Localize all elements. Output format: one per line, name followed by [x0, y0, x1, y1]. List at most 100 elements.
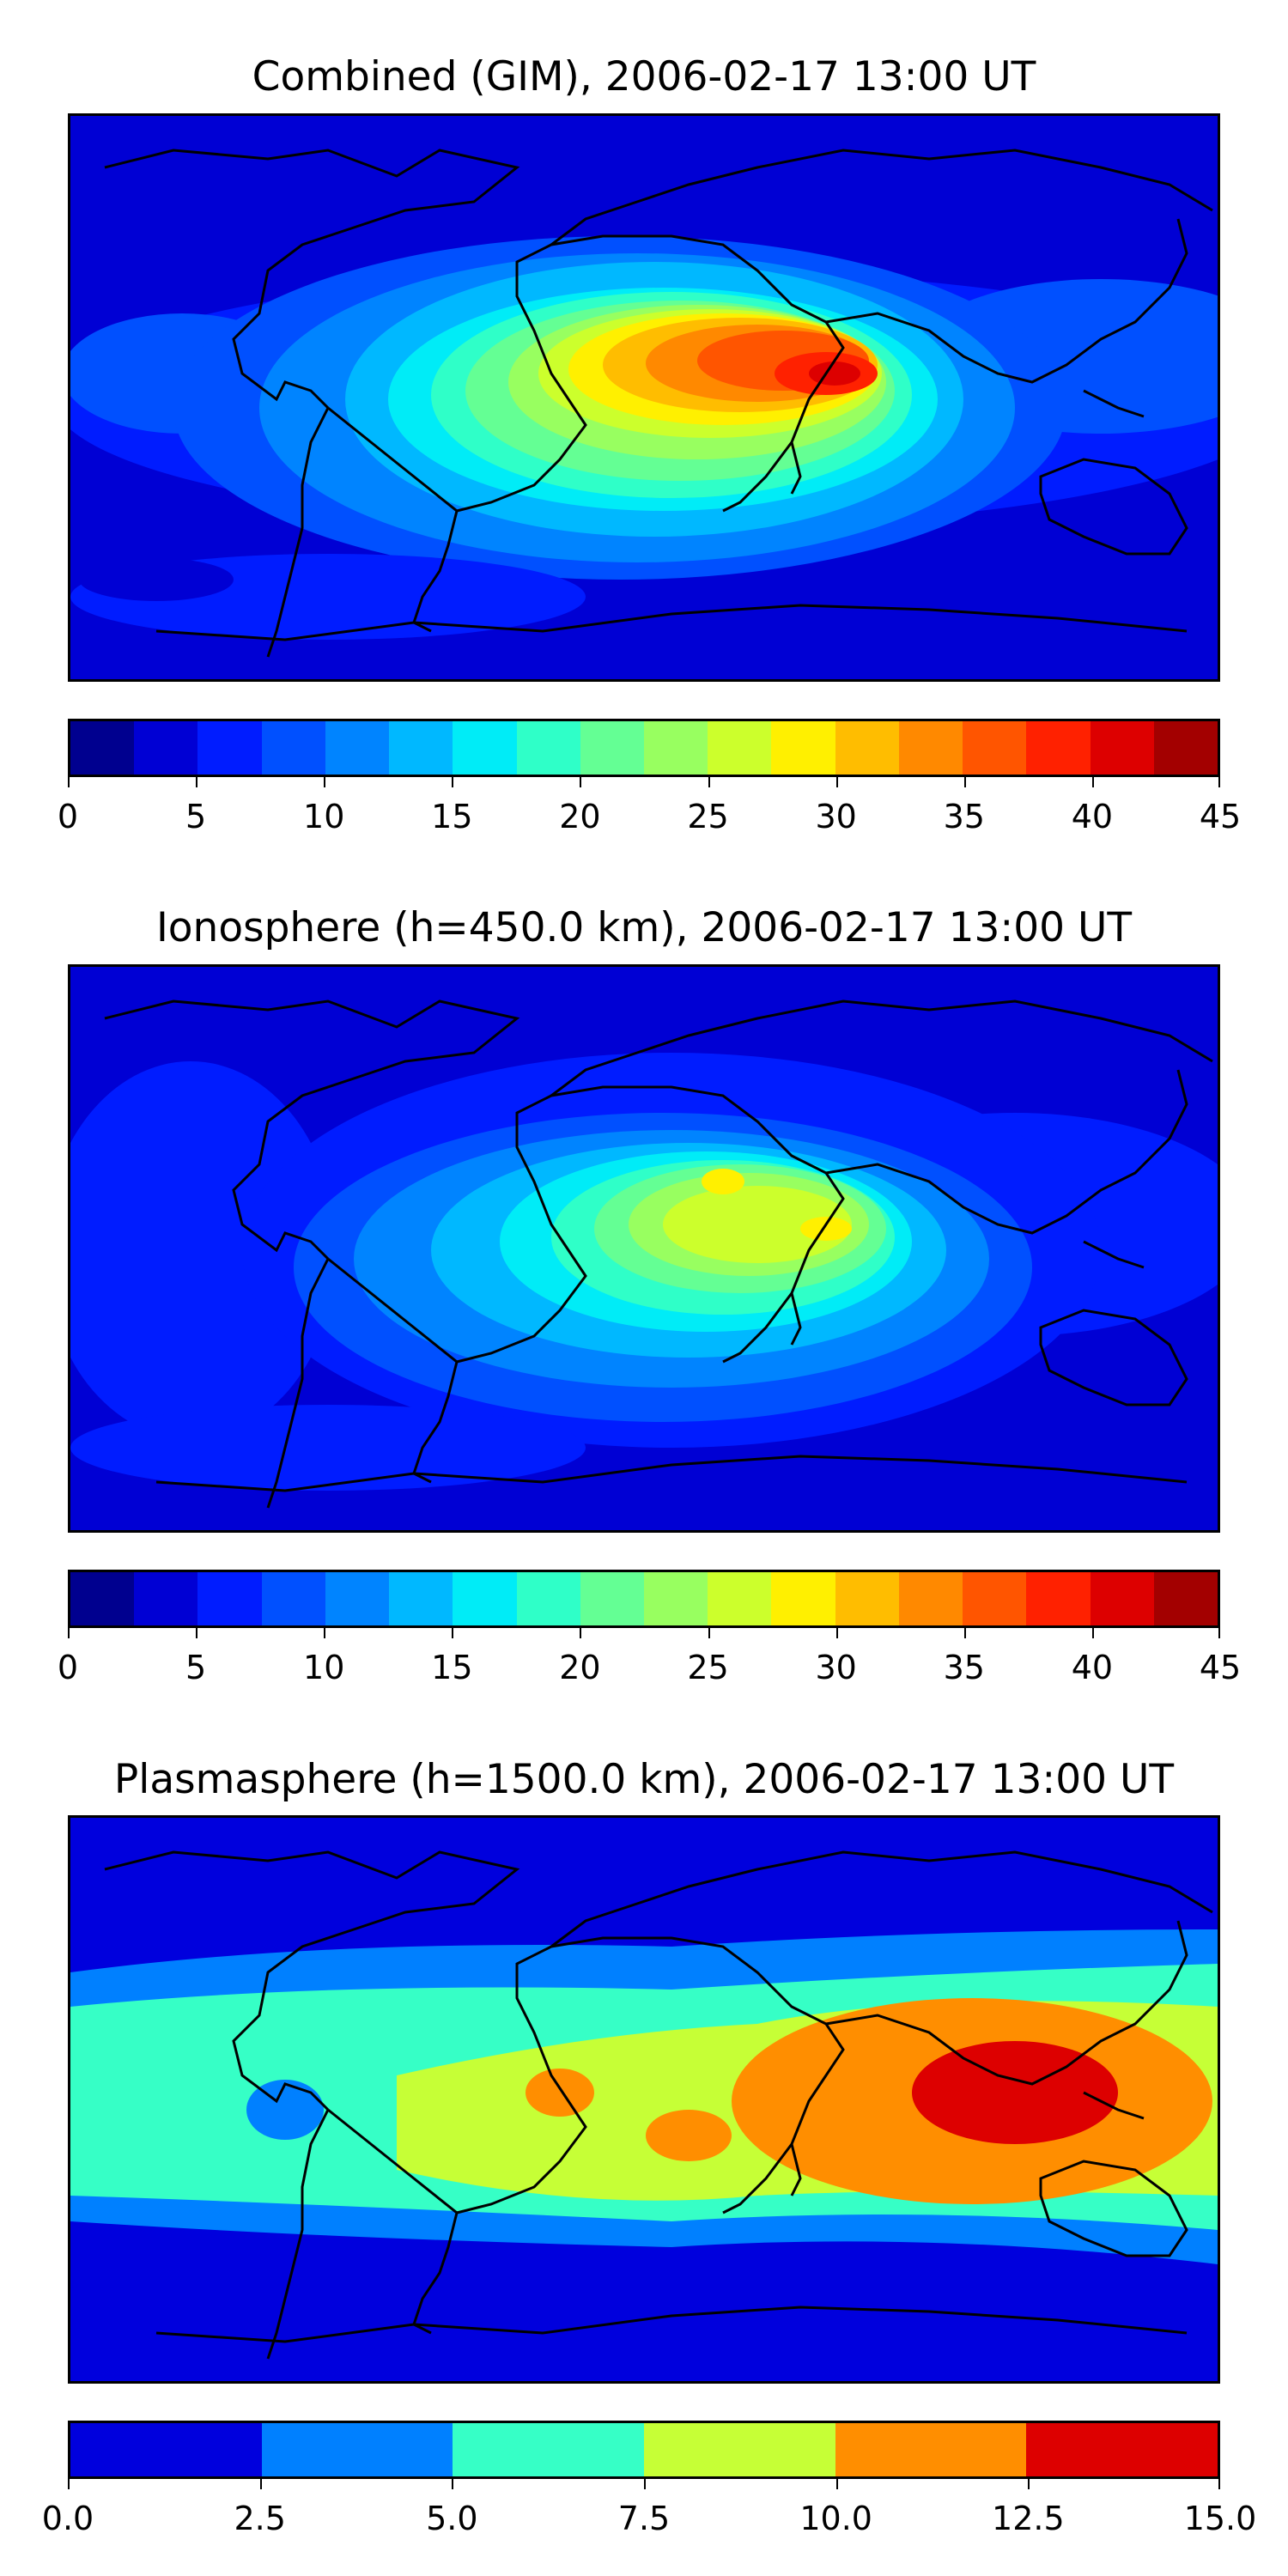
colorbar-tick	[580, 777, 582, 787]
colorbar-segment	[197, 1572, 262, 1625]
colorbar-segment	[261, 1572, 325, 1625]
colorbar-segment	[1090, 1572, 1154, 1625]
colorbar-tick-label: 25	[687, 1649, 729, 1686]
colorbar-segment	[963, 721, 1027, 775]
colorbar-tick-label: 7.5	[617, 2500, 671, 2537]
colorbar-segment	[453, 2423, 645, 2476]
panel-1-map	[68, 113, 1220, 682]
colorbar-tick-label: 5	[185, 798, 207, 835]
colorbar-segment	[835, 721, 899, 775]
colorbar-tick-label: 30	[815, 798, 857, 835]
colorbar-tick	[452, 1628, 454, 1638]
colorbar-tick	[1091, 1628, 1094, 1638]
colorbar-tick-label: 40	[1071, 798, 1114, 835]
colorbar-tick-label: 45	[1199, 798, 1242, 835]
colorbar-tick	[68, 777, 70, 787]
colorbar-tick	[580, 1628, 582, 1638]
colorbar-tick-label: 30	[815, 1649, 857, 1686]
panel-1-title: Combined (GIM), 2006-02-17 13:00 UT	[252, 53, 1036, 100]
panel-2-map	[68, 964, 1220, 1533]
colorbar-tick	[324, 1628, 326, 1638]
colorbar-segment	[580, 721, 644, 775]
colorbar-tick	[1218, 1628, 1220, 1638]
colorbar-segment	[389, 721, 453, 775]
colorbar-tick-label: 0	[57, 1649, 79, 1686]
colorbar-segment	[134, 1572, 198, 1625]
panel-1-colorbar	[68, 719, 1220, 777]
colorbar-segment	[708, 721, 772, 775]
colorbar-segment	[261, 2423, 453, 2476]
colorbar-tick	[452, 2479, 454, 2489]
colorbar-segment	[963, 1572, 1027, 1625]
colorbar-tick	[644, 2479, 646, 2489]
colorbar-segment	[70, 721, 135, 775]
colorbar-segment	[708, 1572, 772, 1625]
colorbar-segment	[771, 721, 835, 775]
colorbar-tick	[708, 1628, 710, 1638]
colorbar-tick-label: 15	[431, 1649, 473, 1686]
colorbar-segment	[134, 721, 198, 775]
colorbar-segment	[197, 721, 262, 775]
colorbar-segment	[898, 1572, 963, 1625]
colorbar-segment	[516, 721, 580, 775]
colorbar-tick-label: 12.5	[992, 2500, 1065, 2537]
colorbar-tick	[963, 777, 966, 787]
colorbar-tick-label: 20	[559, 798, 601, 835]
colorbar-tick-label: 10	[303, 1649, 345, 1686]
colorbar-tick	[835, 1628, 838, 1638]
colorbar-segment	[835, 1572, 899, 1625]
colorbar-tick	[324, 777, 326, 787]
colorbar-tick	[196, 777, 198, 787]
colorbar-segment	[516, 1572, 580, 1625]
colorbar-segment	[643, 1572, 708, 1625]
colorbar-tick-label: 0.0	[41, 2500, 94, 2537]
colorbar-tick-label: 40	[1071, 1649, 1114, 1686]
panel-2-colorbar	[68, 1570, 1220, 1628]
colorbar-tick-label: 15	[431, 798, 473, 835]
panel-1-colorbar-ticks: 0 5 10 15 20 25 30 35 40 45	[58, 777, 1241, 835]
colorbar-segment	[1153, 721, 1218, 775]
panel-2-title: Ionosphere (h=450.0 km), 2006-02-17 13:0…	[155, 904, 1133, 951]
colorbar-segment	[389, 1572, 453, 1625]
colorbar-tick-label: 15.0	[1183, 2500, 1257, 2537]
colorbar-tick-label: 35	[943, 798, 985, 835]
colorbar-tick	[708, 777, 710, 787]
colorbar-tick-label: 10.0	[799, 2500, 872, 2537]
colorbar-tick	[196, 1628, 198, 1638]
colorbar-tick	[452, 777, 454, 787]
colorbar-segment	[580, 1572, 644, 1625]
colorbar-tick	[963, 1628, 966, 1638]
colorbar-tick-label: 35	[943, 1649, 985, 1686]
colorbar-segment	[1026, 1572, 1091, 1625]
colorbar-segment	[325, 721, 390, 775]
colorbar-tick	[1028, 2479, 1030, 2489]
colorbar-segment	[70, 2423, 262, 2476]
colorbar-segment	[644, 2423, 835, 2476]
colorbar-tick	[1091, 777, 1094, 787]
colorbar-segment	[1026, 2423, 1218, 2476]
panel-2-colorbar-ticks: 0 5 10 15 20 25 30 35 40 45	[58, 1628, 1241, 1686]
panel-3-colorbar	[68, 2421, 1220, 2479]
panel-3-colorbar-ticks: 0.0 2.5 5.0 7.5 10.0 12.5 15.0	[42, 2479, 1256, 2537]
colorbar-tick-label: 25	[687, 798, 729, 835]
colorbar-segment	[1153, 1572, 1218, 1625]
colorbar-tick-label: 10	[303, 798, 345, 835]
colorbar-tick-label: 2.5	[234, 2500, 286, 2537]
colorbar-segment	[1090, 721, 1154, 775]
colorbar-tick	[68, 2479, 70, 2489]
colorbar-tick	[1218, 777, 1220, 787]
colorbar-tick	[1218, 2479, 1220, 2489]
panel-3-title: Plasmasphere (h=1500.0 km), 2006-02-17 1…	[113, 1756, 1175, 1803]
colorbar-tick-label: 5	[185, 1649, 207, 1686]
colorbar-segment	[1026, 721, 1091, 775]
colorbar-segment	[325, 1572, 390, 1625]
colorbar-segment	[771, 1572, 835, 1625]
colorbar-segment	[261, 721, 325, 775]
panel-3-map	[68, 1815, 1220, 2384]
colorbar-segment	[70, 1572, 135, 1625]
colorbar-tick	[68, 1628, 70, 1638]
colorbar-tick-label: 20	[559, 1649, 601, 1686]
colorbar-tick-label: 5.0	[426, 2500, 478, 2537]
colorbar-tick	[259, 2479, 262, 2489]
colorbar-segment	[643, 721, 708, 775]
